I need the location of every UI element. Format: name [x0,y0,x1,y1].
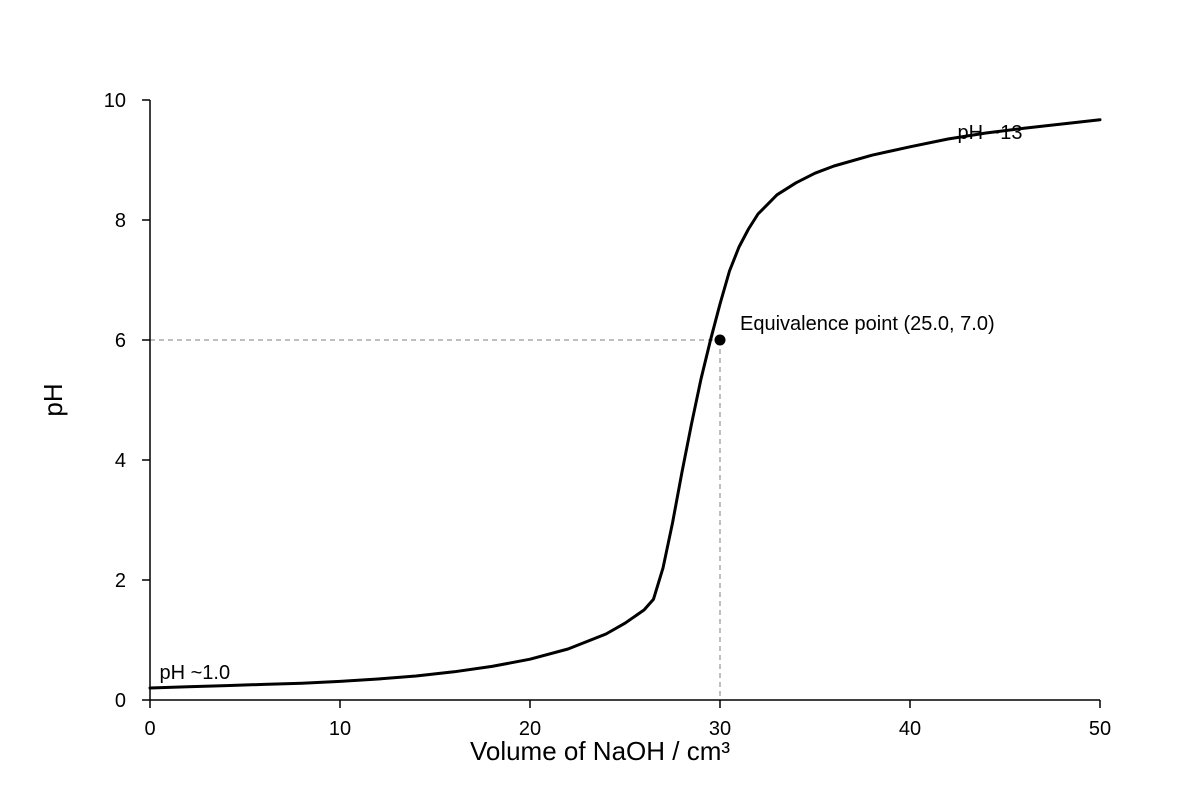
x-tick-label: 40 [899,718,921,740]
y-tick-label: 0 [115,690,126,712]
curve-layer [148,118,1102,690]
titration-curve [148,118,1102,690]
y-tick-label: 6 [115,330,126,352]
y-axis-title: pH [38,383,68,416]
annotation-2: pH ~13 [958,122,1023,144]
x-tick-label: 50 [1089,718,1111,740]
axes: 0 10 20 30 40 50 0 2 4 6 8 10 [104,90,1111,740]
x-axis-title: Volume of NaOH / cm³ [470,736,730,766]
equivalence-point-label: Equivalence point (25.0, 7.0) [740,313,995,335]
y-tick-label: 2 [115,570,126,592]
y-tick-label: 10 [104,90,126,112]
y-tick-label: 4 [115,450,126,472]
annotation-1: pH ~1.0 [160,662,231,684]
equivalence-point-marker [714,334,726,346]
x-tick-label: 30 [709,718,731,740]
x-tick-label: 0 [144,718,155,740]
marks-layer: Equivalence point (25.0, 7.0) pH ~1.0 pH ~… [160,122,1023,684]
x-tick-label: 20 [519,718,541,740]
x-tick-label: 10 [329,718,351,740]
y-tick-label: 8 [115,210,126,232]
equivalence-guides [150,339,721,700]
